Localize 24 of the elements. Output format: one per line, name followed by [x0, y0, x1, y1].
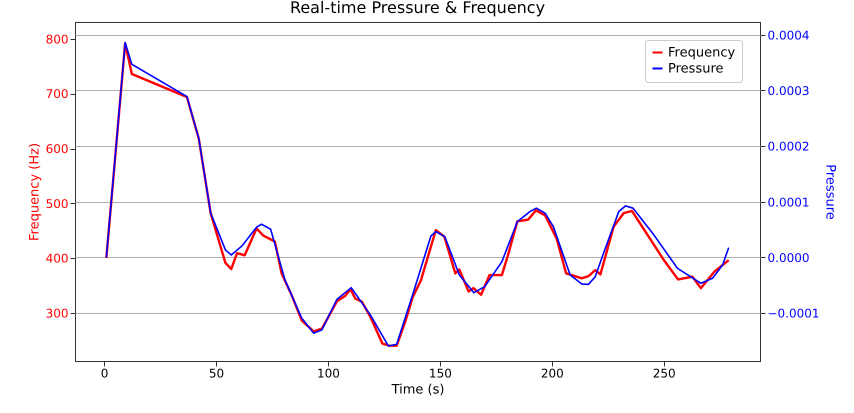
x-tick-label: 0	[100, 366, 108, 380]
legend-label: Pressure	[668, 62, 724, 76]
x-tick-label: 50	[208, 366, 224, 380]
y-tick-label: 300	[46, 306, 68, 320]
y2-tick-label: 0.0004	[768, 28, 810, 42]
y2-axis-title: Pressure	[822, 164, 838, 220]
chart-title: Real-time Pressure & Frequency	[290, 0, 546, 17]
legend-label: Frequency	[668, 46, 736, 60]
y-axis-title: Frequency (Hz)	[28, 142, 43, 242]
y-tick-label: 800	[46, 32, 68, 46]
y2-tick-label: 0.0000	[768, 250, 810, 265]
y2-tick-label: 0.0001	[768, 195, 810, 210]
y2-tick-label: −0.0001	[768, 306, 820, 321]
y2-tick-label: 0.0002	[768, 140, 810, 154]
y-tick-label: 400	[46, 252, 68, 266]
x-axis-title: Time (s)	[390, 382, 444, 398]
x-tick-label: 200	[540, 366, 564, 380]
y-tick-label: 500	[46, 196, 68, 211]
x-tick-label: 150	[428, 366, 452, 380]
x-tick-label: 100	[317, 366, 340, 380]
y-tick-label: 700	[46, 87, 68, 102]
y2-tick-label: 0.0003	[768, 84, 810, 98]
y-tick-label: 600	[46, 142, 68, 156]
x-tick-label: 250	[652, 366, 676, 380]
